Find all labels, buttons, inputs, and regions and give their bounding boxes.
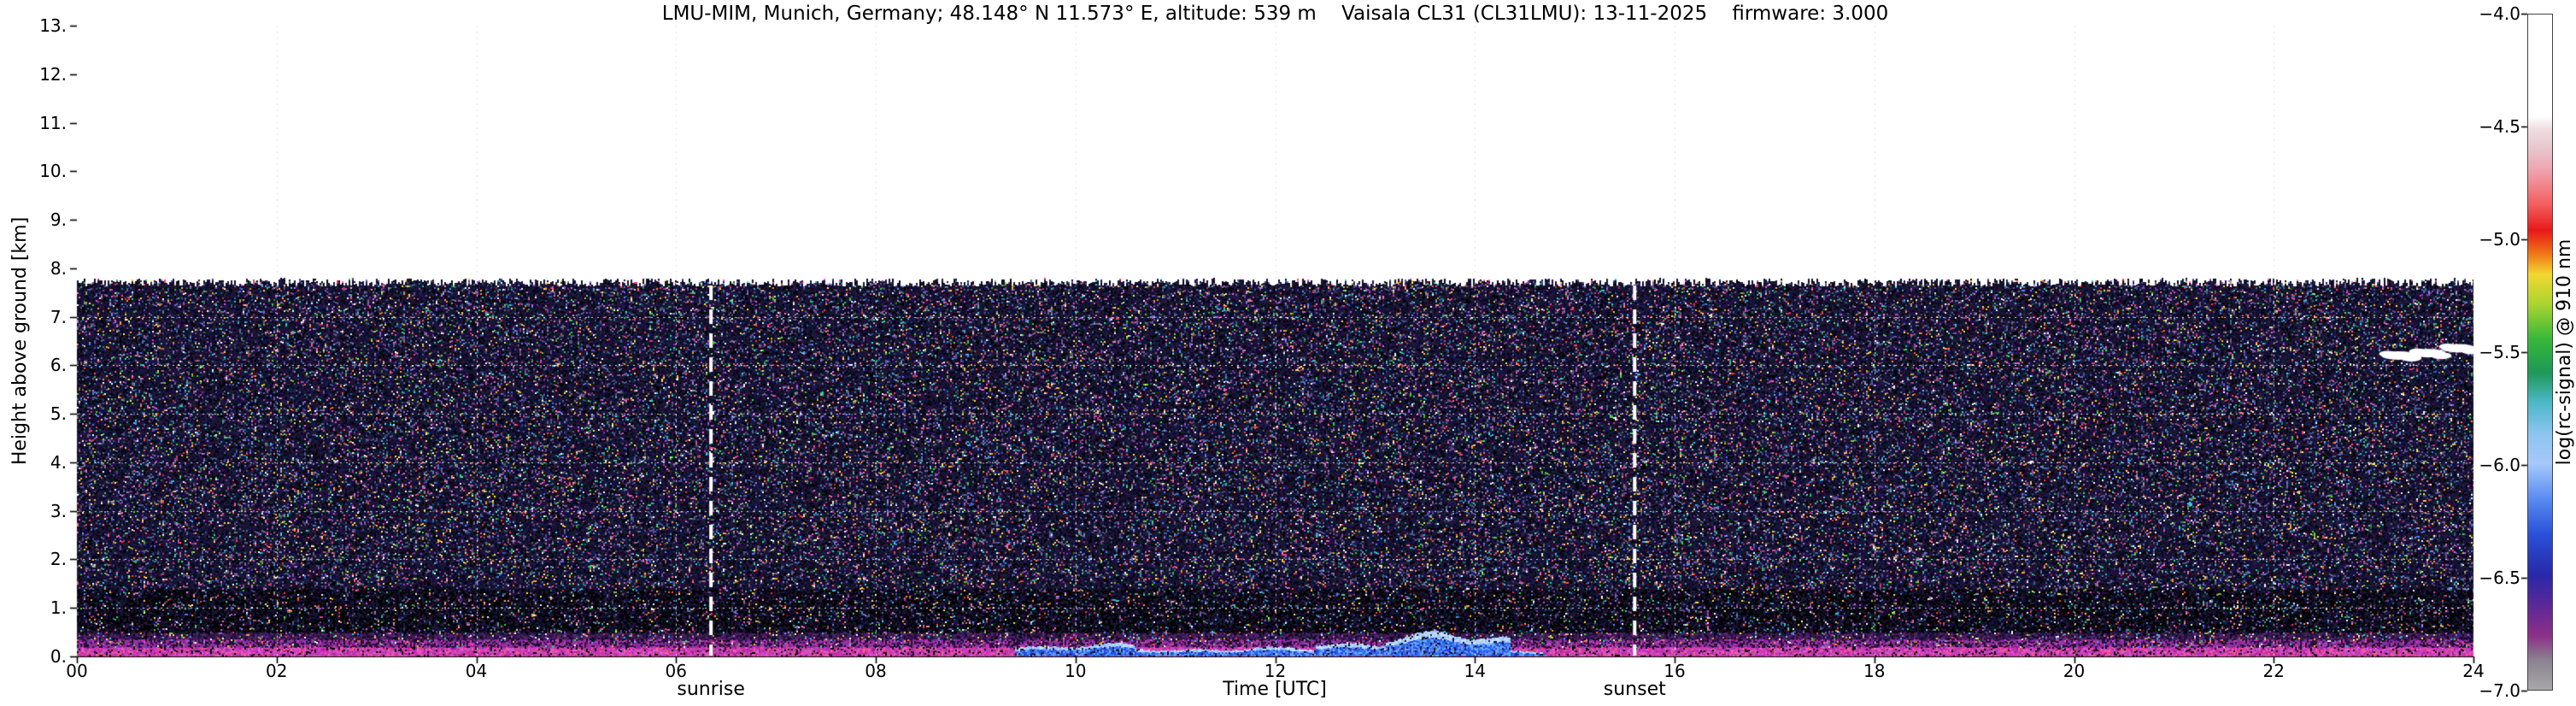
x-tick-label: 06 bbox=[665, 661, 687, 681]
x-tick-label: 16 bbox=[1664, 661, 1686, 681]
y-tick-label: 9. bbox=[50, 209, 67, 231]
y-tick-label: 10. bbox=[39, 161, 67, 182]
y-tick-label: 2. bbox=[50, 549, 67, 570]
x-axis-label: Time [UTC] bbox=[1223, 679, 1327, 700]
y-axis-label: Height above ground [km] bbox=[9, 216, 31, 466]
colorbar-tick-label: −4.5 bbox=[2479, 116, 2520, 137]
colorbar bbox=[2527, 14, 2553, 691]
y-tick-label: 13. bbox=[39, 15, 67, 36]
y-tick-label: 5. bbox=[50, 403, 67, 425]
x-tick-label: 04 bbox=[465, 661, 488, 681]
x-tick-label: 02 bbox=[266, 661, 288, 681]
y-tick-label: 6. bbox=[50, 355, 67, 376]
x-tick-label: 10 bbox=[1065, 661, 1087, 681]
colorbar-tick-label: −7.0 bbox=[2479, 680, 2520, 701]
y-tick-label: 1. bbox=[50, 597, 67, 619]
x-tick-label: 12 bbox=[1264, 661, 1287, 681]
y-tick-label: 7. bbox=[50, 306, 67, 327]
y-tick-label: 8. bbox=[50, 257, 67, 279]
colorbar-label: log(rc-signal) @ 910 nm bbox=[2554, 238, 2575, 466]
colorbar-tick-label: −5.0 bbox=[2479, 229, 2520, 250]
chart-title: LMU-MIM, Munich, Germany; 48.148° N 11.5… bbox=[661, 3, 1889, 25]
sunset-annotation-label: sunset bbox=[1603, 679, 1666, 700]
x-tick-label: 24 bbox=[2462, 661, 2485, 681]
colorbar-tick-label: −4.0 bbox=[2479, 3, 2520, 24]
y-tick-label: 0. bbox=[50, 646, 67, 667]
colorbar-tick-label: −6.5 bbox=[2479, 568, 2520, 588]
x-tick-label: 20 bbox=[2063, 661, 2086, 681]
y-tick-label: 12. bbox=[39, 63, 67, 85]
x-tick-label: 14 bbox=[1464, 661, 1486, 681]
sunrise-annotation-label: sunrise bbox=[677, 679, 745, 700]
x-tick-label: 08 bbox=[865, 661, 887, 681]
colorbar-tick-label: −5.5 bbox=[2479, 342, 2520, 362]
colorbar-tick-label: −6.0 bbox=[2479, 455, 2520, 475]
y-tick-label: 4. bbox=[50, 451, 67, 473]
x-tick-label: 18 bbox=[1863, 661, 1886, 681]
x-tick-label: 22 bbox=[2262, 661, 2285, 681]
x-tick-label: 00 bbox=[66, 661, 88, 681]
y-tick-label: 3. bbox=[50, 500, 67, 521]
y-tick-label: 11. bbox=[39, 112, 67, 133]
